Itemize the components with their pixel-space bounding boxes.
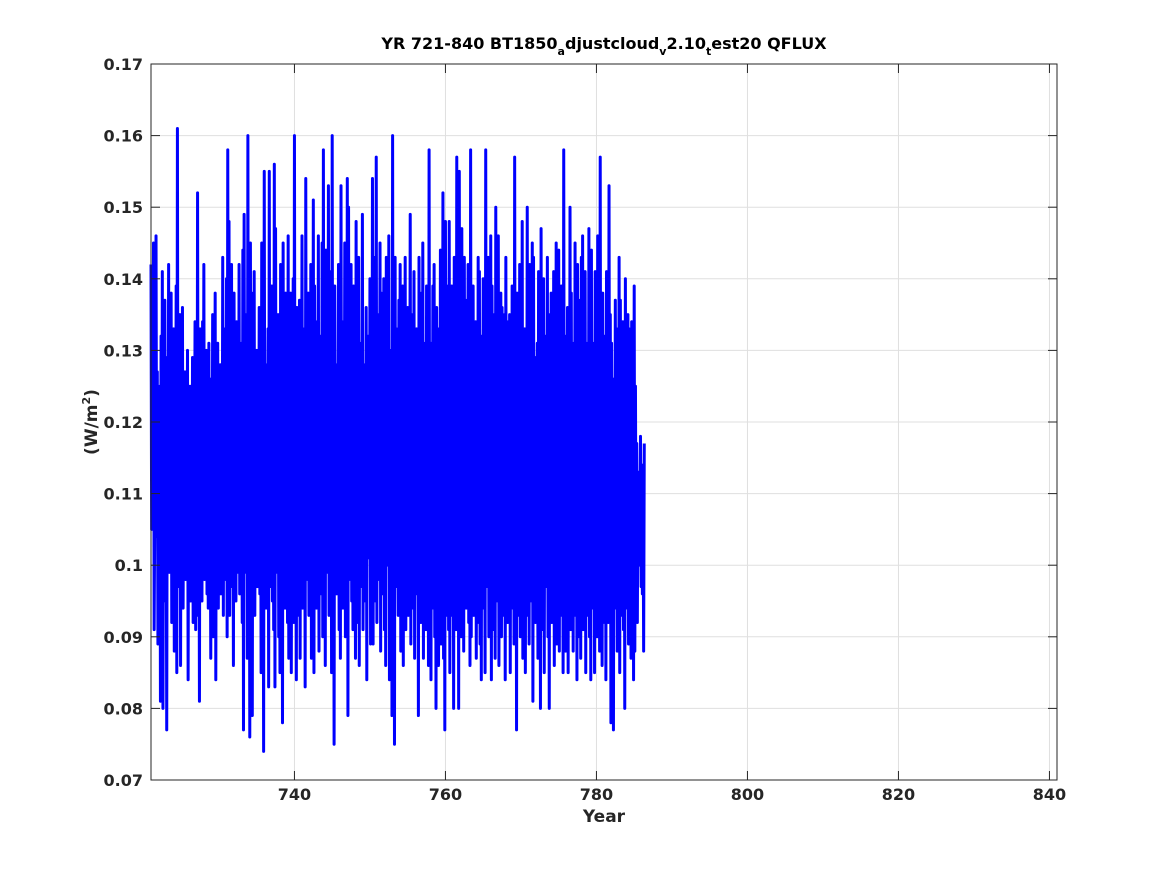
- x-tick-label: 800: [731, 785, 764, 804]
- x-axis-title: Year: [582, 807, 626, 827]
- y-axis-title-part: ): [82, 389, 102, 397]
- y-tick-label: 0.14: [104, 270, 143, 289]
- series-line: [149, 126, 646, 753]
- series-layer: [149, 126, 646, 753]
- y-tick-label: 0.08: [104, 699, 143, 718]
- title-sub-v: v: [659, 45, 667, 58]
- y-axis-title-sup: 2: [80, 397, 93, 405]
- y-tick-label: 0.13: [104, 341, 143, 360]
- y-tick-label: 0.09: [104, 628, 143, 647]
- y-tick-label: 0.12: [104, 413, 143, 432]
- x-tick-label: 840: [1033, 785, 1066, 804]
- y-tick-labels: 0.07 0.08 0.09 0.1 0.11 0.12 0.13 0.14 0.15 0.16 0…: [104, 55, 143, 790]
- x-tick-label: 740: [278, 785, 311, 804]
- title-sub-t: t: [706, 45, 711, 58]
- chart-title: YR 721-840 BT1850adjustcloudv2.10test20 …: [380, 34, 827, 58]
- y-tick-label: 0.1: [115, 556, 143, 575]
- y-axis-title: (W/m2): [80, 389, 102, 455]
- title-part: 2.10: [666, 34, 705, 53]
- x-tick-label: 820: [882, 785, 915, 804]
- title-part: est20 QFLUX: [711, 34, 827, 53]
- ticks: [151, 63, 1057, 781]
- y-tick-label: 0.16: [104, 127, 143, 146]
- x-tick-label: 780: [580, 785, 613, 804]
- y-tick-label: 0.07: [104, 771, 143, 790]
- x-tick-label: 760: [429, 785, 462, 804]
- y-axis-title-part: (W/m: [82, 404, 102, 454]
- title-part: djustcloud: [565, 34, 659, 53]
- x-tick-labels: 740 760 780 800 820 840: [278, 785, 1066, 804]
- title-part: YR 721-840 BT1850: [380, 34, 557, 53]
- y-tick-label: 0.11: [104, 485, 143, 504]
- title-sub-a: a: [558, 45, 565, 58]
- y-tick-label: 0.17: [104, 55, 143, 74]
- y-tick-label: 0.15: [104, 198, 143, 217]
